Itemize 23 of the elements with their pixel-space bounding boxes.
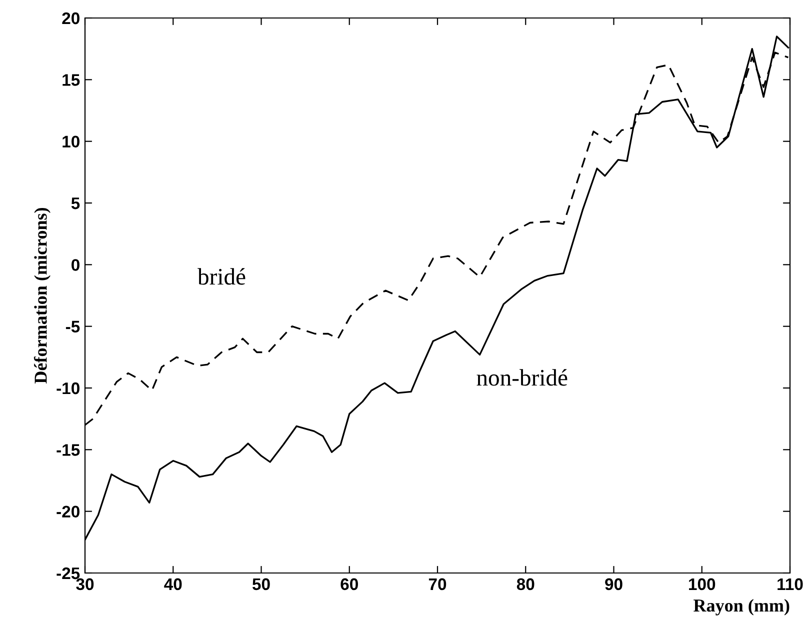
y-axis-title: Déformation (microns)	[34, 208, 50, 384]
x-tick-label: 30	[76, 578, 94, 590]
y-tick-label: 20	[62, 12, 80, 24]
x-axis-title: Rayon (mm)	[694, 598, 790, 616]
x-tick-label: 40	[164, 578, 182, 590]
y-tick-label: 10	[62, 136, 80, 148]
x-tick-label: 60	[340, 578, 358, 590]
x-tick-label: 50	[252, 578, 270, 590]
y-tick-label: 5	[71, 198, 80, 210]
y-tick-label: -20	[56, 506, 80, 518]
x-tick-label: 100	[689, 578, 716, 590]
y-tick-label: -10	[56, 382, 80, 394]
y-tick-label: -5	[66, 320, 80, 333]
x-tick-label: 110	[778, 578, 803, 590]
x-tick-label: 70	[428, 578, 446, 590]
text: bridé	[198, 268, 246, 285]
y-tick-label: 0	[72, 259, 80, 271]
series-label: non-bridé	[476, 369, 568, 386]
y-tick-label: 15	[62, 74, 80, 86]
x-tick-label: 90	[605, 578, 622, 590]
y-tick-label: -25	[56, 567, 80, 580]
x-tick-label: 80	[516, 578, 534, 590]
y-tick-label: -15	[56, 444, 80, 456]
